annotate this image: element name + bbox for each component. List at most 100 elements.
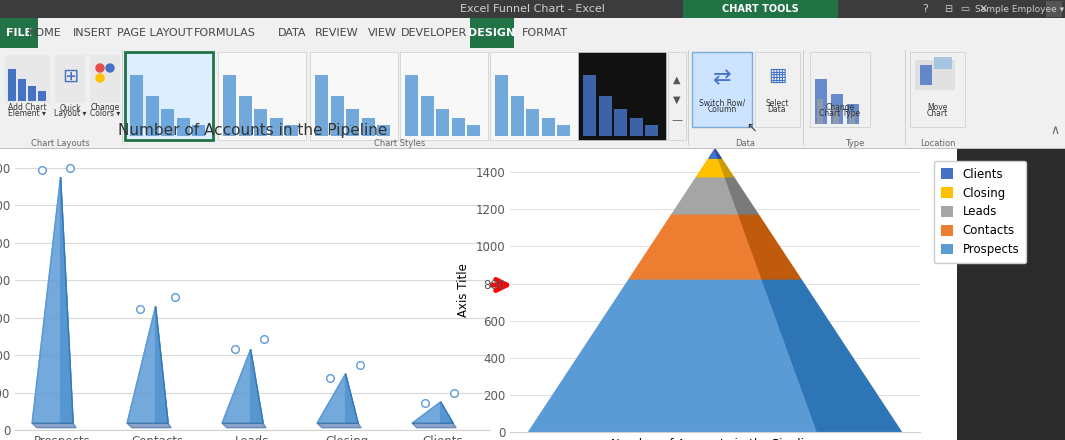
- Bar: [692, 52, 752, 127]
- Bar: [755, 52, 800, 127]
- Bar: [38, 91, 46, 101]
- Text: Sample Employee ▾: Sample Employee ▾: [976, 4, 1065, 14]
- Bar: [177, 118, 190, 136]
- Bar: [831, 94, 843, 124]
- Bar: [460, 256, 488, 318]
- Text: ∧: ∧: [1050, 124, 1060, 136]
- Text: Colors ▾: Colors ▾: [89, 110, 120, 118]
- Bar: [583, 75, 596, 136]
- Polygon shape: [32, 177, 73, 423]
- Text: Type: Type: [846, 139, 865, 147]
- Polygon shape: [412, 402, 453, 423]
- Bar: [218, 52, 306, 140]
- Text: Move: Move: [927, 103, 947, 113]
- Text: HOME: HOME: [28, 28, 62, 38]
- Text: ?: ?: [922, 4, 928, 14]
- Bar: [645, 125, 658, 136]
- Circle shape: [96, 64, 104, 72]
- Text: CHART TOOLS: CHART TOOLS: [722, 4, 799, 14]
- Polygon shape: [317, 423, 361, 428]
- Bar: [910, 52, 965, 127]
- Bar: [668, 52, 686, 140]
- Text: Change: Change: [91, 103, 119, 113]
- Text: ⊟: ⊟: [944, 4, 952, 14]
- Circle shape: [106, 64, 114, 72]
- Bar: [0, 18, 38, 48]
- Text: Switch Row/: Switch Row/: [699, 99, 745, 107]
- Bar: [468, 125, 480, 136]
- Bar: [9, 69, 16, 101]
- X-axis label: Number of Accounts in the Pipeline
Axis Title: Number of Accounts in the Pipeline Axis …: [611, 437, 819, 440]
- Bar: [915, 60, 955, 90]
- Polygon shape: [317, 374, 346, 423]
- Polygon shape: [725, 177, 758, 214]
- Text: Chart Styles: Chart Styles: [375, 139, 426, 147]
- Polygon shape: [32, 177, 61, 423]
- Bar: [0, 0, 1065, 18]
- Polygon shape: [672, 177, 738, 214]
- Text: Chart Type: Chart Type: [819, 110, 861, 118]
- Text: —: —: [671, 115, 683, 125]
- Bar: [452, 118, 464, 136]
- Bar: [599, 96, 611, 136]
- Bar: [629, 118, 643, 136]
- Text: Change: Change: [825, 103, 854, 113]
- Text: DATA: DATA: [278, 28, 307, 38]
- Bar: [934, 57, 952, 69]
- Bar: [28, 86, 36, 101]
- Polygon shape: [441, 402, 453, 423]
- Bar: [810, 52, 870, 127]
- Text: INSERT: INSERT: [73, 28, 113, 38]
- Bar: [400, 52, 488, 140]
- Polygon shape: [127, 306, 168, 423]
- Bar: [990, 0, 1065, 18]
- Bar: [315, 75, 328, 136]
- Bar: [330, 96, 344, 136]
- Polygon shape: [697, 158, 725, 177]
- Bar: [362, 118, 375, 136]
- Text: ⊞: ⊞: [62, 66, 78, 85]
- Text: DESIGN: DESIGN: [469, 28, 515, 38]
- Bar: [490, 52, 578, 140]
- Polygon shape: [441, 402, 453, 423]
- Bar: [1046, 1, 1062, 17]
- Text: VIEW: VIEW: [367, 28, 396, 38]
- Bar: [91, 55, 120, 103]
- Circle shape: [96, 74, 104, 82]
- Text: ▭: ▭: [961, 4, 969, 14]
- Bar: [146, 96, 159, 136]
- Bar: [957, 0, 973, 18]
- Bar: [510, 96, 524, 136]
- Polygon shape: [346, 374, 358, 423]
- Y-axis label: Axis Title: Axis Title: [457, 264, 470, 317]
- Text: ▲: ▲: [673, 75, 681, 85]
- Polygon shape: [155, 306, 168, 423]
- Text: ✕: ✕: [979, 4, 987, 14]
- Bar: [940, 0, 956, 18]
- Polygon shape: [719, 158, 734, 177]
- Text: PAGE LAYOUT: PAGE LAYOUT: [117, 28, 193, 38]
- Polygon shape: [715, 149, 721, 158]
- Bar: [346, 109, 359, 136]
- Text: FORMULAS: FORMULAS: [194, 28, 256, 38]
- Text: Add Chart: Add Chart: [7, 103, 46, 113]
- Bar: [130, 75, 143, 136]
- Bar: [470, 18, 514, 48]
- Polygon shape: [223, 349, 250, 423]
- Bar: [377, 125, 391, 136]
- Text: Chart Layouts: Chart Layouts: [31, 139, 89, 147]
- Bar: [817, 99, 823, 124]
- Bar: [5, 55, 50, 103]
- Text: Excel Funnel Chart - Excel: Excel Funnel Chart - Excel: [460, 4, 605, 14]
- Polygon shape: [223, 423, 266, 428]
- Bar: [18, 79, 26, 101]
- Polygon shape: [763, 279, 901, 432]
- Bar: [0, 18, 1065, 48]
- Bar: [974, 0, 992, 18]
- Polygon shape: [412, 423, 456, 428]
- Text: Location: Location: [920, 139, 955, 147]
- Legend: Clients, Closing, Leads, Contacts, Prospects: Clients, Closing, Leads, Contacts, Prosp…: [934, 161, 1027, 264]
- Text: Layout ▾: Layout ▾: [54, 110, 86, 118]
- Bar: [437, 109, 449, 136]
- Polygon shape: [223, 349, 263, 423]
